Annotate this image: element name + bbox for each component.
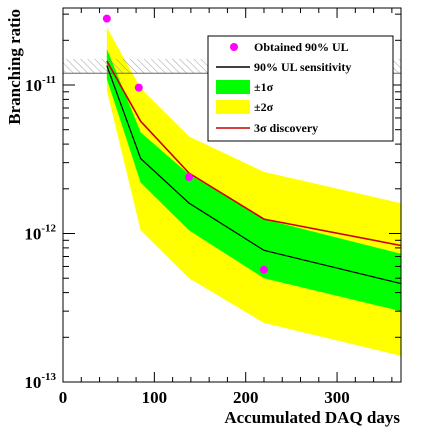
x-tick-label: 300 — [324, 388, 350, 407]
y-tick-label: 10-11 — [25, 74, 56, 95]
tick-labels: 0 100 200 300 10-11 10-12 10-13 — [24, 74, 349, 407]
x-tick-label: 200 — [233, 388, 259, 407]
band-1sigma — [106, 48, 401, 312]
legend-entry: Obtained 90% UL — [230, 40, 349, 54]
legend-marker — [230, 43, 238, 51]
legend-entry: 90% UL sensitivity — [216, 60, 351, 74]
x-axis-title: Accumulated DAQ days — [224, 408, 400, 427]
legend-label: 90% UL sensitivity — [254, 60, 351, 74]
ul-point — [185, 173, 194, 182]
x-tick-label: 0 — [59, 388, 68, 407]
ul-point — [134, 83, 143, 92]
legend-swatch — [216, 80, 250, 94]
legend-entry: 3σ discovery — [216, 121, 318, 135]
plot-frame — [62, 7, 402, 383]
y-tick-label: 10-13 — [24, 371, 56, 392]
y-tick-label: 10-12 — [24, 222, 56, 243]
legend-label: 3σ discovery — [254, 121, 318, 135]
y-axis-title: Branching ratio — [5, 9, 24, 125]
sensitivity-line — [106, 65, 401, 285]
data-points — [102, 14, 268, 274]
ul-point — [102, 14, 111, 23]
ul-point — [259, 265, 268, 274]
legend-entry: ±2σ — [216, 100, 274, 114]
legend-swatch — [216, 100, 250, 114]
legend-entry: ±1σ — [216, 80, 274, 94]
legend-label: ±1σ — [254, 80, 274, 94]
x-tick-label: 100 — [142, 388, 168, 407]
legend: Obtained 90% UL 90% UL sensitivity ±1σ ±2σ 3… — [207, 35, 394, 142]
uncertainty-bands — [106, 27, 401, 356]
legend-label: Obtained 90% UL — [254, 40, 349, 54]
legend-label: ±2σ — [254, 100, 274, 114]
axis-ticks — [62, 8, 401, 383]
